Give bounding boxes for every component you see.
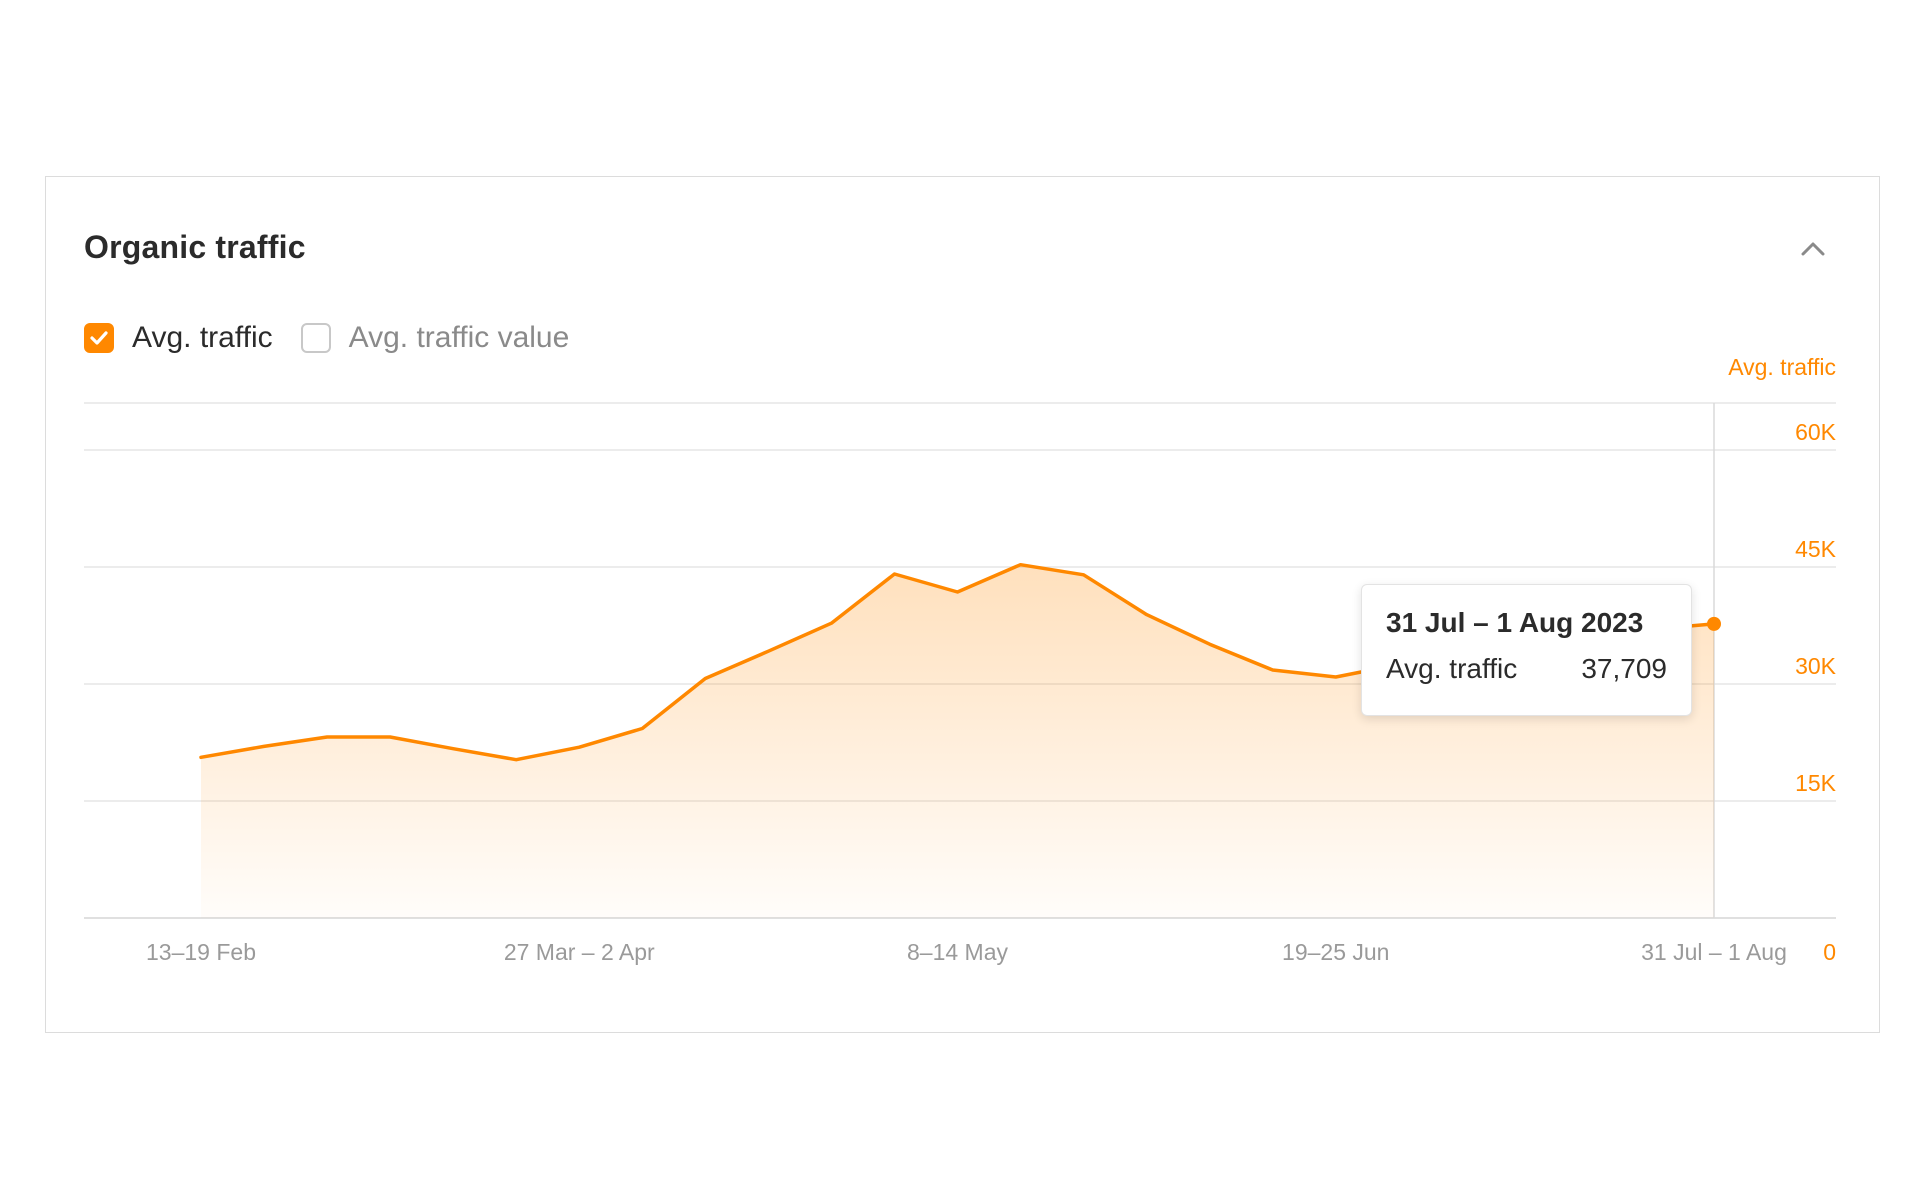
chevron-up-icon <box>1801 242 1825 256</box>
tooltip-metric-label: Avg. traffic <box>1386 653 1518 684</box>
y-tick-label: 15K <box>1795 770 1837 796</box>
y-tick-label: 0 <box>1823 939 1836 965</box>
avg-traffic-label: Avg. traffic <box>132 321 273 354</box>
organic-traffic-card: Organic traffic Avg. traffic Avg. traffi… <box>45 176 1880 1033</box>
series-area <box>201 564 1714 918</box>
avg-traffic-value-label: Avg. traffic value <box>348 321 570 354</box>
chart-tooltip: 31 Jul – 1 Aug 2023 Avg. traffic 37,709 <box>1361 584 1692 716</box>
y-axis-title: Avg. traffic <box>1728 354 1836 380</box>
x-tick-label: 31 Jul – 1 Aug <box>1641 939 1787 965</box>
y-tick-label: 60K <box>1795 419 1837 445</box>
x-tick-label: 13–19 Feb <box>146 939 256 965</box>
toggle-avg-traffic[interactable]: Avg. traffic <box>84 321 273 355</box>
collapse-button[interactable] <box>1793 229 1833 269</box>
y-tick-label: 45K <box>1795 536 1837 562</box>
highlight-point[interactable] <box>1707 616 1721 631</box>
checkmark-icon <box>90 331 108 345</box>
card-title: Organic traffic <box>84 229 306 265</box>
traffic-chart: Avg. traffic 0 15K 30K 45K 60K 13–19 Feb 27 Mar… <box>84 354 1837 965</box>
x-tick-label: 27 Mar – 2 Apr <box>504 939 655 965</box>
tooltip-metric-value: 37,709 <box>1581 653 1667 684</box>
avg-traffic-value-checkbox[interactable] <box>300 323 331 353</box>
x-tick-label: 8–14 May <box>907 939 1009 965</box>
avg-traffic-checkbox[interactable] <box>84 323 114 353</box>
metric-toggles: Avg. traffic Avg. traffic value <box>84 321 597 355</box>
x-tick-label: 19–25 Jun <box>1282 939 1389 965</box>
tooltip-date: 31 Jul – 1 Aug 2023 <box>1386 607 1644 638</box>
y-tick-label: 30K <box>1795 653 1837 679</box>
toggle-avg-traffic-value[interactable]: Avg. traffic value <box>300 321 570 355</box>
tooltip-metric-row: Avg. traffic 37,709 <box>1386 653 1667 685</box>
